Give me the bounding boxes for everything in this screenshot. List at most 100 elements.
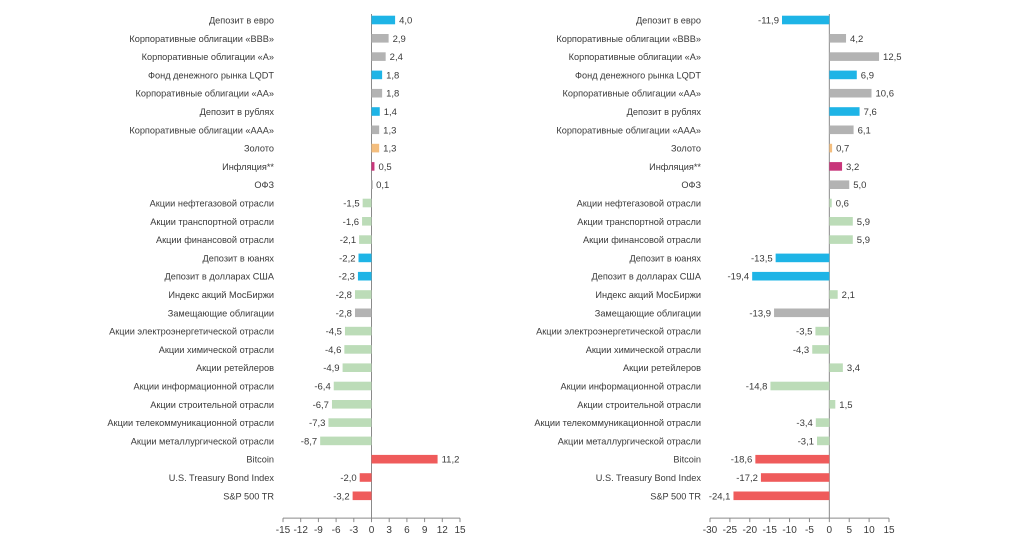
category-label: Корпоративные облигации «AAA» — [129, 125, 274, 135]
value-label: 1,3 — [383, 125, 396, 136]
category-label: Замещающие облигации — [595, 308, 701, 318]
category-label: Акции нефтегазовой отрасли — [150, 199, 274, 209]
category-label: Фонд денежного рынка LQDT — [575, 70, 701, 80]
bar — [775, 253, 830, 263]
category-label: Акции информационной отрасли — [560, 382, 701, 392]
category-label: Акции электроэнергетической отрасли — [109, 327, 274, 337]
value-label: -11,9 — [758, 16, 779, 27]
category-label: Депозит в долларах США — [591, 272, 701, 282]
bar — [829, 143, 833, 153]
value-label: -2,8 — [336, 290, 352, 301]
bar — [371, 143, 380, 153]
x-tick-label: -20 — [743, 525, 758, 536]
x-tick-label: -10 — [782, 525, 797, 536]
x-tick-label: -15 — [276, 525, 291, 536]
value-label: 6,1 — [858, 125, 871, 136]
value-label: -2,1 — [340, 235, 356, 246]
value-label: 1,8 — [386, 89, 399, 100]
x-tick-label: -25 — [723, 525, 738, 536]
value-label: -4,9 — [323, 363, 339, 374]
bar — [770, 381, 830, 391]
value-label: -19,4 — [728, 272, 750, 283]
bar — [344, 345, 372, 354]
category-label: Акции телекоммуникационной отрасли — [534, 418, 701, 428]
bar — [829, 125, 854, 135]
category-label: Корпоративные облигации «A» — [569, 52, 701, 62]
category-label: Корпоративные облигации «A» — [142, 52, 274, 62]
category-label: ОФЗ — [254, 180, 274, 190]
value-label: 0,6 — [836, 199, 849, 210]
value-label: 0,5 — [378, 162, 391, 173]
bar — [371, 107, 380, 116]
value-label: -17,2 — [736, 473, 758, 484]
category-label: Акции химической отрасли — [159, 345, 274, 355]
bar — [815, 418, 830, 427]
bar — [352, 491, 372, 501]
x-tick-label: 3 — [386, 525, 392, 536]
bar — [371, 454, 438, 464]
value-label: -14,8 — [746, 382, 768, 393]
bar — [331, 400, 372, 409]
bar — [371, 125, 380, 135]
category-label: ОФЗ — [681, 180, 701, 190]
bar — [774, 308, 830, 318]
category-label: Золото — [244, 144, 274, 154]
category-label: Акции информационной отрасли — [133, 382, 274, 392]
value-label: 6,9 — [861, 70, 874, 81]
value-label: 2,1 — [842, 290, 855, 301]
bar — [354, 290, 372, 299]
category-label: Акции нефтегазовой отрасли — [577, 199, 701, 209]
value-label: 3,4 — [847, 363, 860, 374]
category-label: Индекс акций МосБиржи — [595, 290, 701, 300]
bar — [328, 418, 372, 427]
x-tick-label: 6 — [404, 525, 410, 536]
value-label: -2,8 — [336, 308, 352, 319]
category-label: Акции металлургической отрасли — [131, 436, 274, 446]
x-tick-label: 15 — [883, 525, 895, 536]
category-label: Акции электроэнергетической отрасли — [536, 327, 701, 337]
x-tick-label: -30 — [703, 525, 718, 536]
value-label: 1,4 — [384, 107, 397, 118]
category-label: U.S. Treasury Bond Index — [169, 473, 275, 483]
bar — [358, 253, 372, 263]
category-label: Bitcoin — [246, 455, 274, 465]
bar — [817, 436, 830, 446]
value-label: 7,6 — [864, 107, 877, 118]
x-tick-label: 15 — [454, 525, 466, 536]
value-label: 5,9 — [857, 235, 870, 246]
category-label: Корпоративные облигации «BBB» — [129, 34, 274, 44]
bar — [371, 52, 386, 61]
x-tick-label: 0 — [369, 525, 375, 536]
x-tick-label: 12 — [437, 525, 449, 536]
category-label: S&P 500 TR — [650, 491, 701, 501]
bar — [829, 290, 838, 299]
category-label: Акции химической отрасли — [586, 345, 701, 355]
category-label: Депозит в рублях — [627, 107, 702, 117]
value-label: -3,4 — [796, 418, 812, 429]
bar — [752, 271, 830, 281]
value-label: 2,4 — [390, 52, 403, 63]
bar — [829, 52, 880, 61]
category-label: Депозит в юанях — [630, 253, 702, 263]
x-tick-label: -15 — [762, 525, 777, 536]
bar — [829, 217, 853, 226]
category-label: S&P 500 TR — [223, 491, 274, 501]
category-label: Корпоративные облигации «BBB» — [556, 34, 701, 44]
value-label: -2,2 — [339, 253, 355, 264]
bar — [371, 70, 383, 80]
value-label: -4,6 — [325, 345, 341, 356]
bar — [829, 162, 843, 171]
category-label: Акции финансовой отрасли — [583, 235, 701, 245]
bar — [829, 235, 853, 244]
bar — [359, 473, 372, 482]
value-label: 5,0 — [853, 180, 866, 191]
bar — [320, 436, 372, 446]
value-label: 12,5 — [883, 52, 902, 63]
bar — [371, 88, 383, 98]
x-tick-label: -6 — [332, 525, 341, 536]
category-label: Акции финансовой отрасли — [156, 235, 274, 245]
value-label: 0,7 — [836, 144, 849, 155]
value-label: 5,9 — [857, 217, 870, 228]
bar — [781, 15, 830, 25]
